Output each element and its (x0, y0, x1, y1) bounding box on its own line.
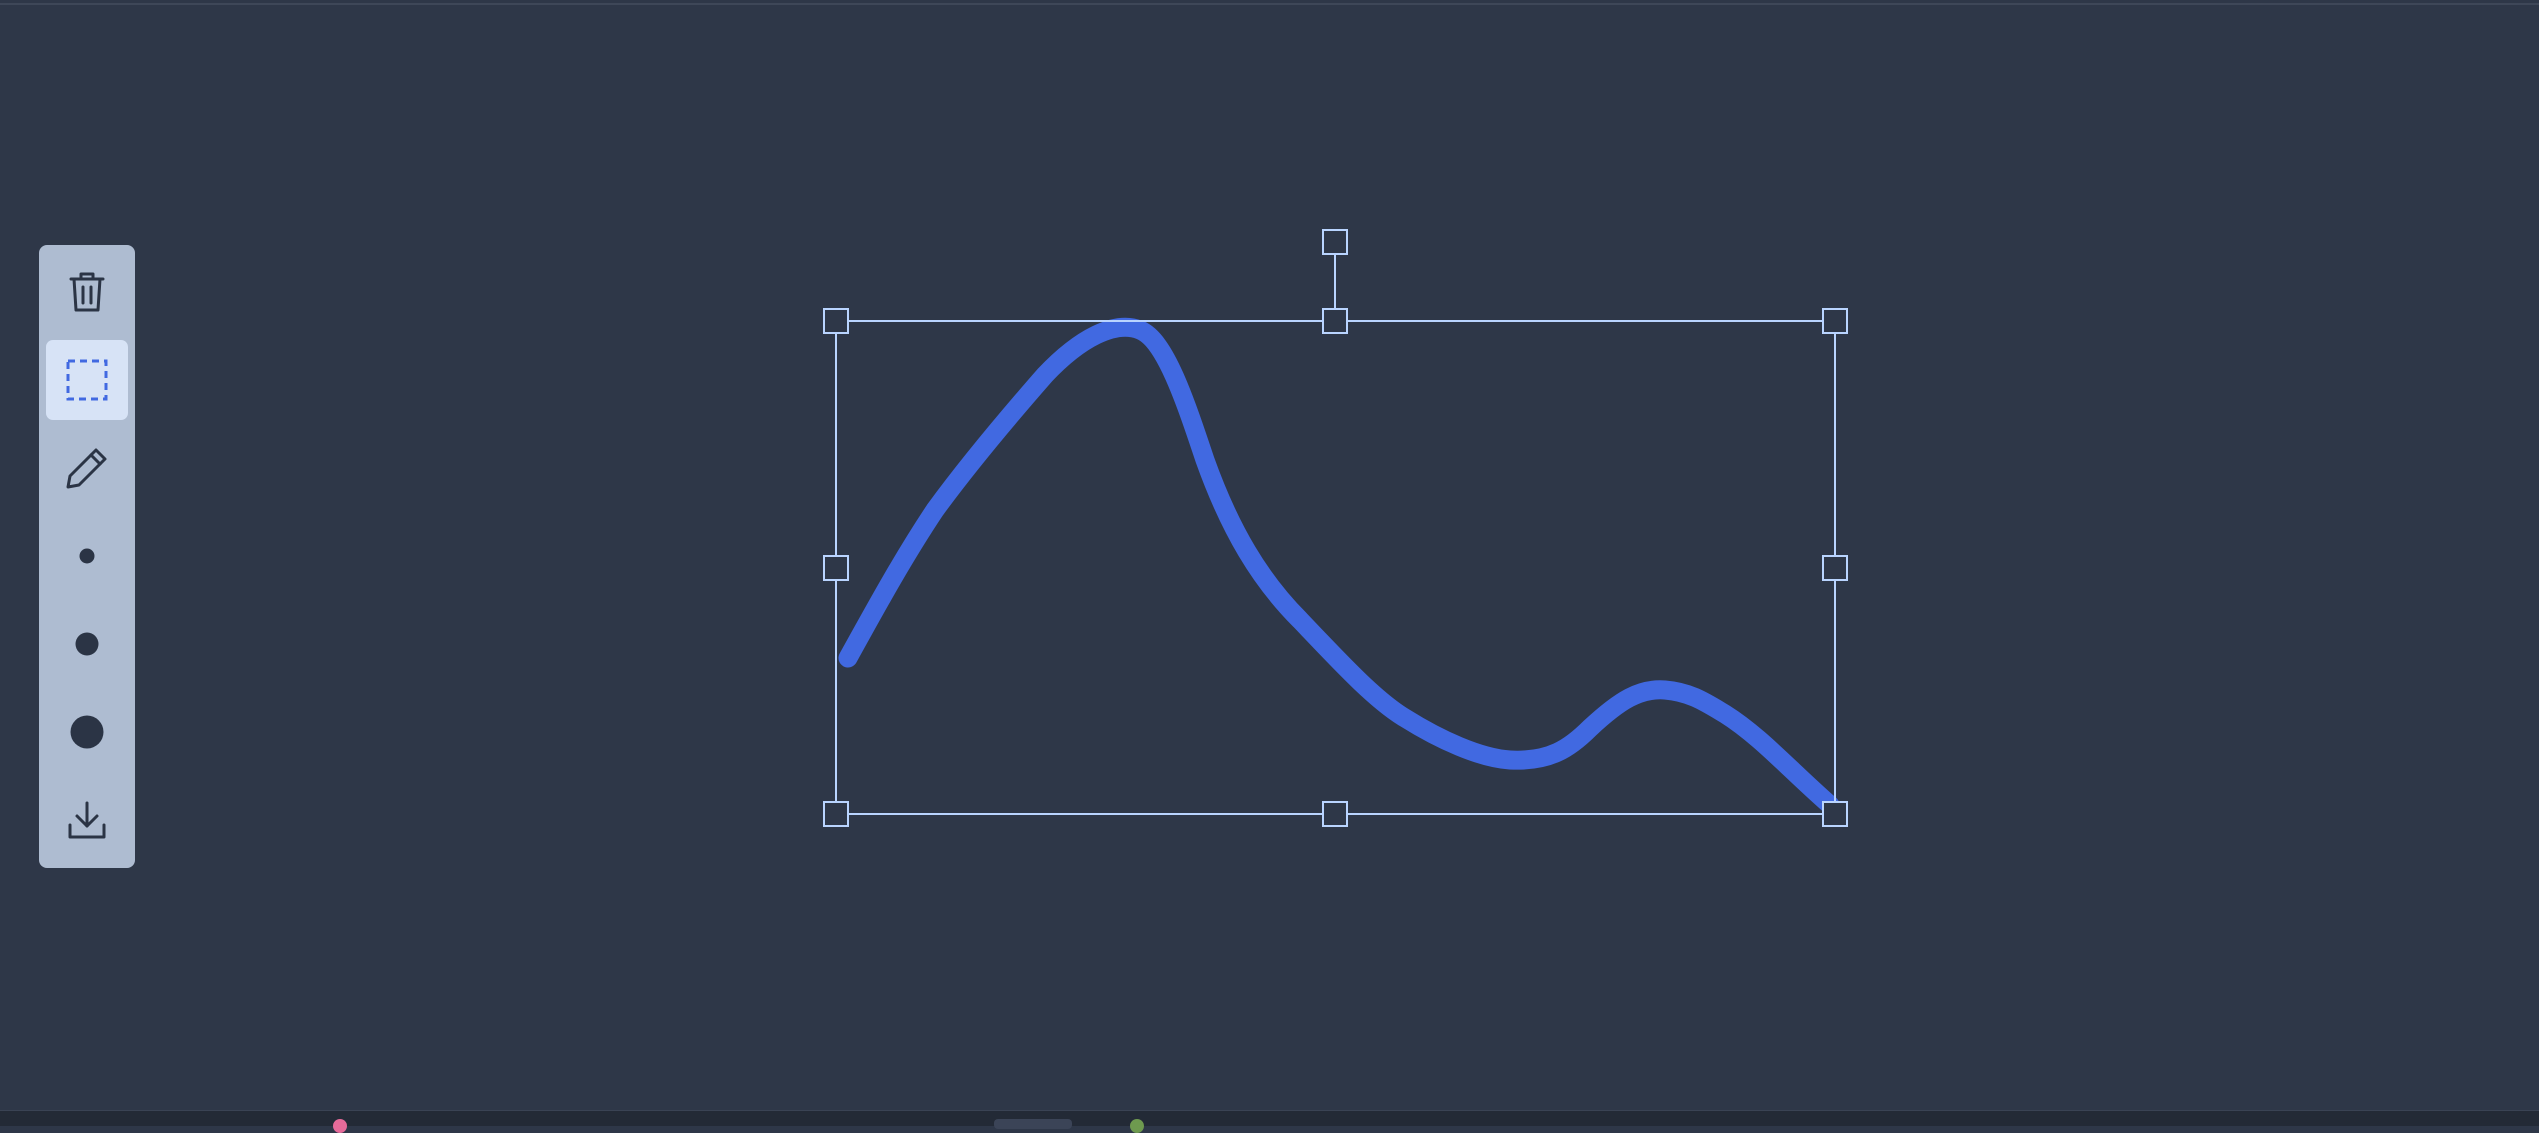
freehand-stroke[interactable] (838, 317, 1840, 815)
pen-tool-button[interactable] (46, 428, 128, 508)
delete-button[interactable] (46, 252, 128, 332)
select-tool-button[interactable] (46, 340, 128, 420)
medium-dot-icon (75, 632, 99, 656)
download-button[interactable] (46, 780, 128, 860)
tool-palette (39, 245, 135, 868)
resize-handle-bottom[interactable] (1322, 801, 1348, 827)
dashed-selection-icon (66, 359, 108, 401)
resize-handle-bottom-right[interactable] (1822, 801, 1848, 827)
small-dot-icon (79, 548, 95, 564)
large-dot-icon (70, 715, 104, 749)
resize-handle-top[interactable] (1322, 308, 1348, 334)
resize-handle-left[interactable] (823, 555, 849, 581)
rotate-handle[interactable] (1322, 229, 1348, 255)
resize-handle-bottom-left[interactable] (823, 801, 849, 827)
resize-handle-right[interactable] (1822, 555, 1848, 581)
active-task[interactable] (994, 1119, 1072, 1129)
resize-handle-top-right[interactable] (1822, 308, 1848, 334)
pencil-icon (65, 446, 109, 490)
resize-handle-top-left[interactable] (823, 308, 849, 334)
top-divider (0, 3, 2539, 5)
brush-large-button[interactable] (46, 692, 128, 772)
app-icon[interactable] (333, 1119, 347, 1133)
brush-small-button[interactable] (46, 516, 128, 596)
trash-icon (67, 270, 107, 314)
app-icon[interactable] (1130, 1119, 1144, 1133)
brush-medium-button[interactable] (46, 604, 128, 684)
taskbar (0, 1110, 2539, 1133)
download-icon (66, 799, 108, 841)
